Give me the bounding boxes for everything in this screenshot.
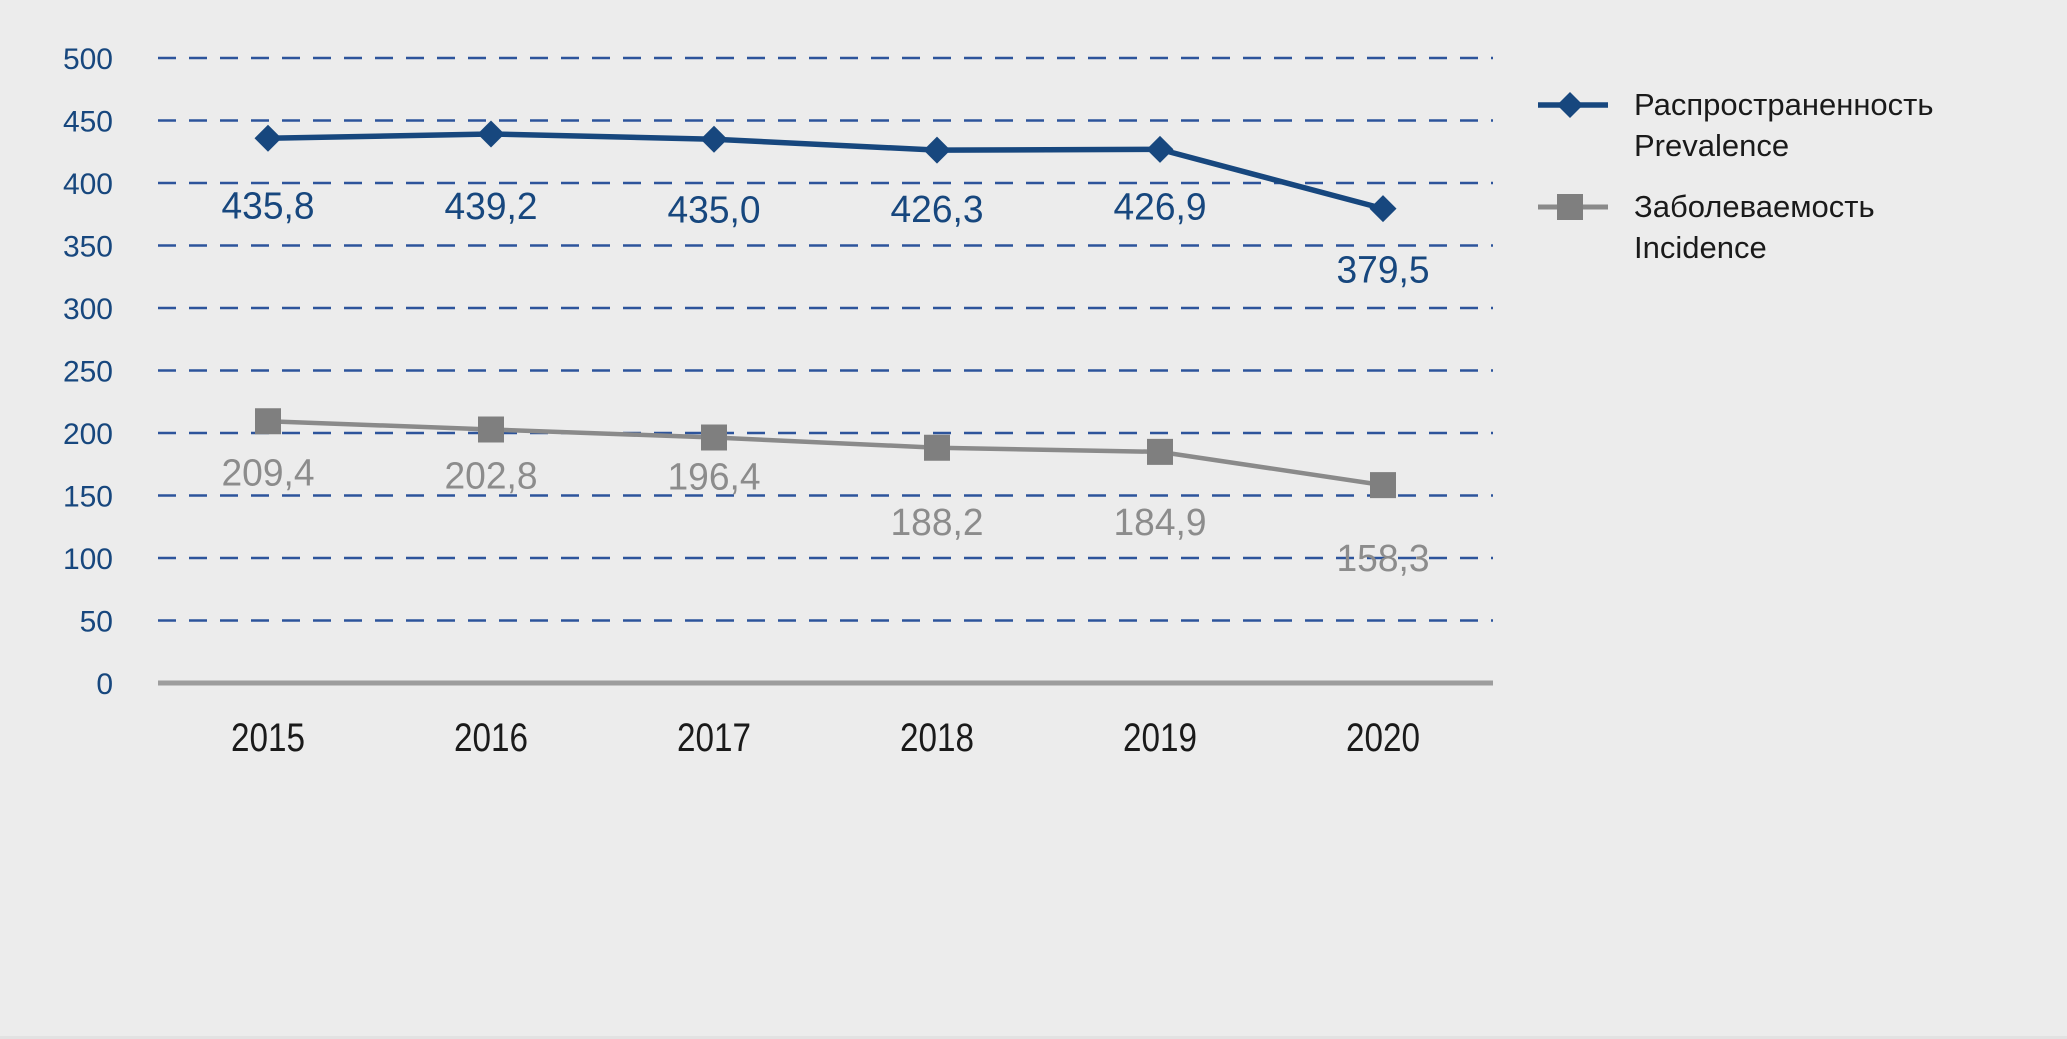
series-prevalence: 435,8 439,2 435,0 426,3 426,9 379,5 <box>222 120 1430 292</box>
prevalence-value-label-2019: 426,9 <box>1114 186 1207 228</box>
prevalence-point-2016 <box>477 120 505 148</box>
x-tick-label-2015: 2015 <box>231 716 305 760</box>
incidence-point-2019 <box>1147 438 1173 465</box>
incidence-value-label-2020: 158,3 <box>1337 538 1430 580</box>
y-axis-labels: 0 50 100 150 200 250 300 350 400 450 500 <box>63 43 113 701</box>
legend: Распространенность Prevalence Заболеваем… <box>1538 84 1934 288</box>
incidence-value-label-2019: 184,9 <box>1114 502 1207 544</box>
prevalence-value-label-2017: 435,0 <box>668 189 761 231</box>
prevalence-point-2019 <box>1146 135 1174 163</box>
y-tick-label-400: 400 <box>63 168 113 201</box>
incidence-value-label-2017: 196,4 <box>668 457 761 499</box>
legend-label-incidence-ru: Заболеваемость <box>1634 189 1875 224</box>
prevalence-line-diamond-icon <box>1538 92 1608 118</box>
series-layer: 435,8 439,2 435,0 426,3 426,9 379,5 209,4 202,8… <box>222 120 1430 580</box>
legend-entry-incidence: Заболеваемость Incidence <box>1538 186 1934 268</box>
prevalence-value-label-2016: 439,2 <box>445 186 538 228</box>
y-tick-label-500: 500 <box>63 43 113 76</box>
incidence-point-2016 <box>478 416 504 443</box>
x-tick-label-2019: 2019 <box>1123 716 1197 760</box>
legend-label-incidence-en: Incidence <box>1634 230 1767 265</box>
prevalence-point-2018 <box>923 136 951 164</box>
y-tick-label-450: 450 <box>63 106 113 139</box>
gridlines <box>158 56 1493 686</box>
prevalence-value-label-2020: 379,5 <box>1337 250 1430 292</box>
incidence-point-2015 <box>255 408 281 435</box>
x-axis-labels: 2015 2016 2017 2018 2019 2020 <box>231 716 1420 760</box>
incidence-value-label-2015: 209,4 <box>222 452 315 494</box>
prevalence-point-2015 <box>254 124 282 152</box>
prevalence-line <box>267 131 1384 212</box>
incidence-value-label-2016: 202,8 <box>445 456 538 498</box>
y-tick-label-200: 200 <box>63 418 113 451</box>
bottom-hairline <box>0 1036 2067 1039</box>
legend-entry-prevalence: Распространенность Prevalence <box>1538 84 1934 166</box>
incidence-line <box>267 419 1384 488</box>
prevalence-value-label-2018: 426,3 <box>891 189 984 231</box>
y-tick-label-100: 100 <box>63 543 113 576</box>
incidence-point-2020 <box>1370 472 1396 499</box>
x-tick-label-2018: 2018 <box>900 716 974 760</box>
legend-label-prevalence-en: Prevalence <box>1634 128 1790 163</box>
y-tick-label-0: 0 <box>96 668 113 701</box>
y-tick-label-300: 300 <box>63 293 113 326</box>
prevalence-point-2017 <box>700 125 728 153</box>
incidence-line-square-icon <box>1538 194 1608 220</box>
x-tick-label-2020: 2020 <box>1346 716 1420 760</box>
y-tick-label-250: 250 <box>63 356 113 389</box>
y-tick-label-50: 50 <box>80 606 113 639</box>
y-tick-label-150: 150 <box>63 481 113 514</box>
x-tick-label-2016: 2016 <box>454 716 528 760</box>
y-tick-label-350: 350 <box>63 231 113 264</box>
incidence-point-2018 <box>924 434 950 461</box>
legend-label-prevalence-ru: Распространенность <box>1634 87 1934 122</box>
series-incidence: 209,4 202,8 196,4 188,2 184,9 158,3 <box>222 408 1430 580</box>
x-tick-label-2017: 2017 <box>677 716 751 760</box>
prevalence-point-2020 <box>1369 195 1397 223</box>
prevalence-value-label-2015: 435,8 <box>222 185 315 227</box>
incidence-point-2017 <box>701 424 727 451</box>
incidence-value-label-2018: 188,2 <box>891 502 984 544</box>
